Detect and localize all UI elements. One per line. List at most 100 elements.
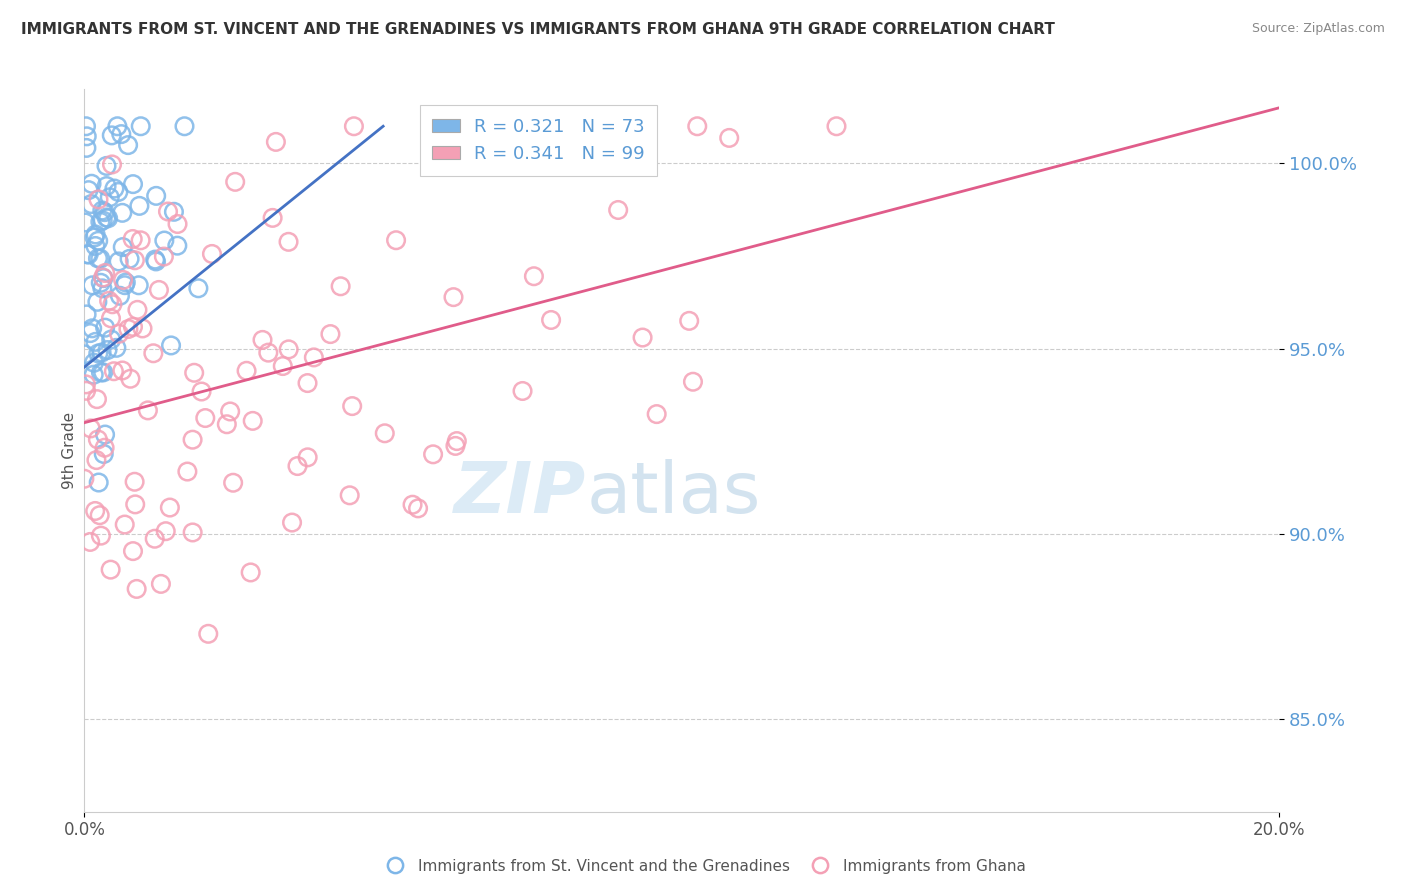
Point xyxy=(108,326,131,341)
Point xyxy=(181,525,204,540)
Point xyxy=(93,271,115,285)
Point xyxy=(87,346,110,360)
Point xyxy=(153,234,176,248)
Point xyxy=(678,314,700,328)
Point xyxy=(277,235,299,249)
Point xyxy=(89,215,111,229)
Point xyxy=(90,366,112,380)
Point xyxy=(94,266,117,280)
Point xyxy=(159,500,181,515)
Point xyxy=(686,120,709,134)
Point xyxy=(101,297,124,311)
Point xyxy=(91,365,114,379)
Point xyxy=(91,203,114,218)
Point xyxy=(73,347,96,361)
Point xyxy=(83,230,105,244)
Y-axis label: 9th Grade: 9th Grade xyxy=(62,412,77,489)
Point xyxy=(444,439,467,453)
Point xyxy=(128,278,150,293)
Point xyxy=(120,372,142,386)
Point xyxy=(90,345,112,359)
Point xyxy=(96,211,118,225)
Point xyxy=(155,524,177,539)
Point xyxy=(84,504,107,518)
Point xyxy=(87,193,110,207)
Point xyxy=(111,363,134,377)
Point xyxy=(128,199,150,213)
Point xyxy=(201,247,224,261)
Point xyxy=(142,346,165,360)
Point xyxy=(111,206,134,220)
Point xyxy=(107,254,129,268)
Legend: Immigrants from St. Vincent and the Grenadines, Immigrants from Ghana: Immigrants from St. Vincent and the Gren… xyxy=(374,853,1032,880)
Point xyxy=(136,403,159,417)
Point xyxy=(149,577,172,591)
Point xyxy=(287,458,309,473)
Point xyxy=(121,232,143,246)
Point xyxy=(117,322,139,336)
Point xyxy=(79,326,101,340)
Point xyxy=(302,351,325,365)
Point xyxy=(631,330,654,344)
Point xyxy=(76,247,98,261)
Point xyxy=(264,135,287,149)
Point xyxy=(131,321,153,335)
Point xyxy=(297,450,319,465)
Point xyxy=(446,434,468,448)
Point xyxy=(117,138,139,153)
Point xyxy=(114,517,136,532)
Point xyxy=(181,433,204,447)
Point xyxy=(80,197,103,211)
Point xyxy=(97,211,120,226)
Point xyxy=(93,441,115,455)
Point xyxy=(87,433,110,447)
Point xyxy=(197,627,219,641)
Point xyxy=(89,508,111,523)
Point xyxy=(94,427,117,442)
Point xyxy=(540,313,562,327)
Point xyxy=(522,120,544,134)
Point xyxy=(143,532,166,546)
Point xyxy=(385,233,408,247)
Point xyxy=(86,392,108,406)
Point xyxy=(825,120,848,134)
Point xyxy=(96,159,118,173)
Point xyxy=(156,204,179,219)
Point xyxy=(80,421,103,435)
Point xyxy=(222,475,245,490)
Legend: R = 0.321   N = 73, R = 0.341   N = 99: R = 0.321 N = 73, R = 0.341 N = 99 xyxy=(420,105,657,176)
Point xyxy=(173,120,195,134)
Point xyxy=(129,120,152,134)
Point xyxy=(84,239,107,253)
Point xyxy=(93,205,115,219)
Text: Source: ZipAtlas.com: Source: ZipAtlas.com xyxy=(1251,22,1385,36)
Point xyxy=(340,399,363,413)
Point xyxy=(107,185,129,199)
Point xyxy=(124,497,146,511)
Point xyxy=(100,333,122,347)
Point xyxy=(122,544,145,558)
Point xyxy=(86,453,108,467)
Point xyxy=(187,281,209,295)
Point xyxy=(523,269,546,284)
Point xyxy=(145,189,167,203)
Point xyxy=(235,364,257,378)
Point xyxy=(75,215,97,229)
Point xyxy=(96,343,118,357)
Point xyxy=(183,366,205,380)
Point xyxy=(114,278,136,293)
Point xyxy=(153,250,176,264)
Point xyxy=(103,181,125,195)
Point xyxy=(77,183,100,197)
Point xyxy=(122,177,145,191)
Point xyxy=(215,417,238,432)
Point xyxy=(87,252,110,266)
Point xyxy=(645,407,668,421)
Point xyxy=(281,516,304,530)
Point xyxy=(329,279,352,293)
Point xyxy=(90,529,112,543)
Point xyxy=(512,384,534,398)
Point xyxy=(252,333,274,347)
Point xyxy=(83,356,105,370)
Point xyxy=(82,321,104,335)
